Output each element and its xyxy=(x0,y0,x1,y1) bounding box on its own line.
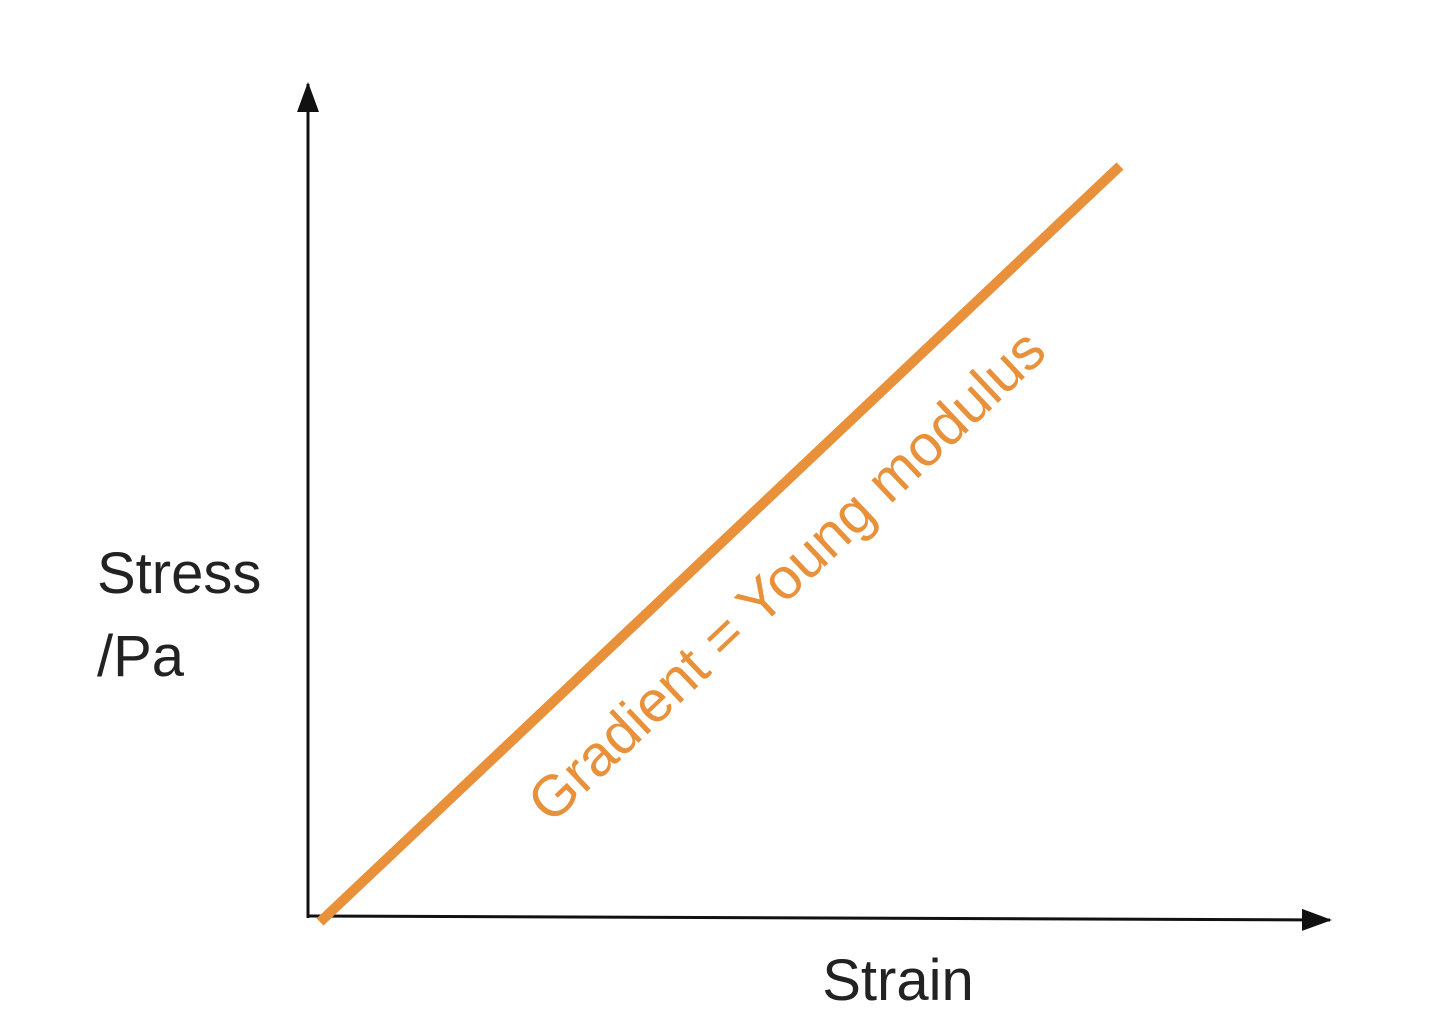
x-axis-label: Strain xyxy=(822,948,974,1013)
x-axis xyxy=(307,908,1332,931)
y-axis-label: /Pa xyxy=(97,624,185,689)
y-axis-label: Stress xyxy=(97,541,261,606)
line-label: Gradient = Young modulus xyxy=(515,317,1058,835)
stress-strain-line xyxy=(316,162,1124,926)
